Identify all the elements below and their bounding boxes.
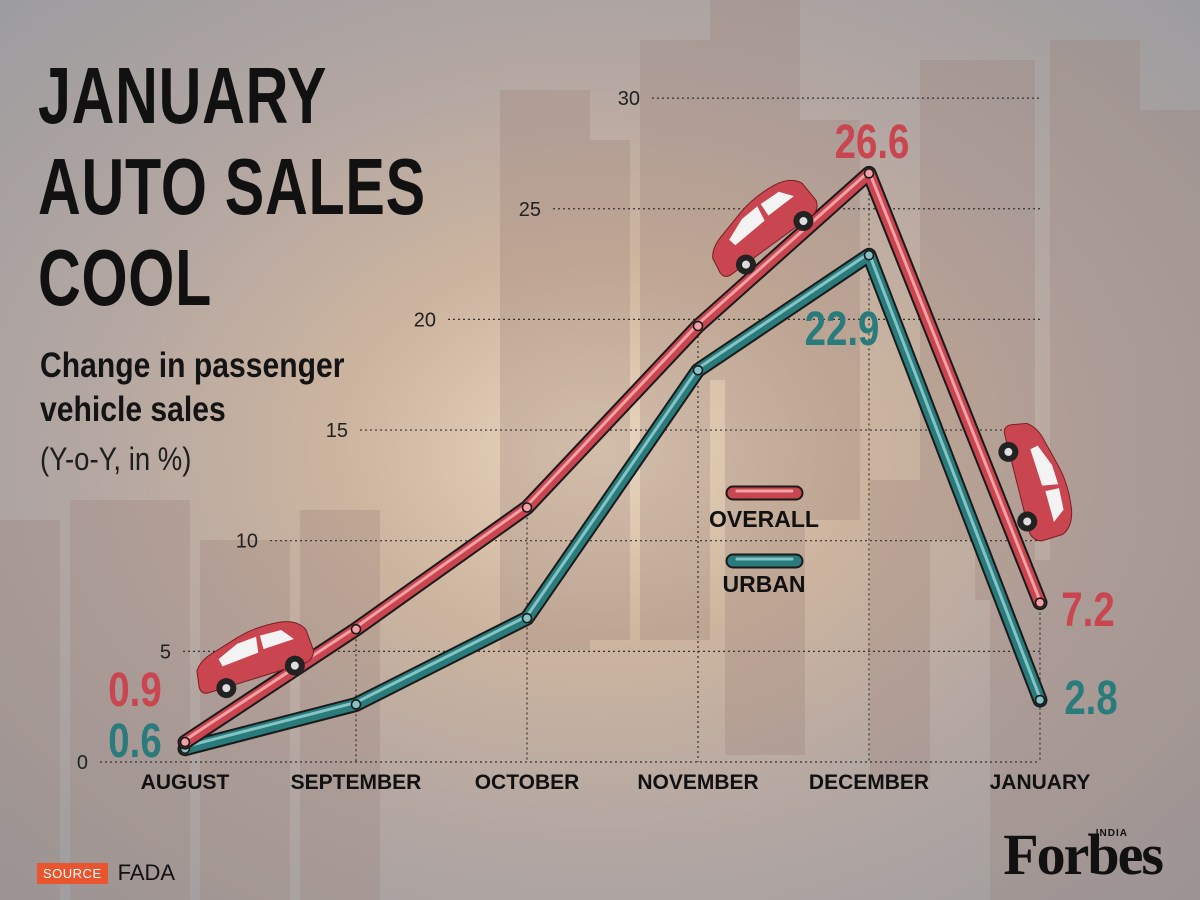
car-illustrations: [196, 179, 1073, 699]
data-point-urban: [350, 699, 362, 710]
y-tick-label: 10: [236, 531, 258, 553]
data-point-urban: [521, 612, 533, 624]
legend-label-overall: OVERALL: [709, 506, 819, 532]
series-highlight-urban: [183, 251, 1042, 749]
car-hub: [741, 260, 750, 269]
brand-edition: INDIA: [1095, 828, 1128, 839]
x-tick-label: OCTOBER: [475, 771, 580, 794]
car-hub: [290, 661, 299, 670]
legend-label-urban: URBAN: [722, 571, 805, 597]
car-window: [1030, 445, 1059, 486]
data-point-overall: [350, 623, 362, 635]
car-window: [729, 206, 765, 246]
y-axis-ticks: 0 5 10 15 20 25 30: [77, 88, 640, 774]
x-tick-label: AUGUST: [141, 771, 230, 794]
data-label-overall: 0.9: [108, 664, 161, 717]
legend: OVERALL URBAN: [709, 485, 819, 597]
car-body: [196, 621, 315, 694]
y-tick-label: 25: [519, 199, 541, 221]
car-hub: [222, 684, 231, 693]
x-tick-label: DECEMBER: [809, 771, 929, 794]
source-badge: SOURCE: [37, 862, 108, 884]
car-window: [760, 191, 794, 216]
car-window: [1045, 488, 1064, 522]
data-point-overall: [179, 736, 191, 748]
y-tick-label: 15: [326, 420, 348, 442]
data-point-urban: [1034, 694, 1046, 706]
data-point-overall: [521, 502, 533, 513]
x-tick-label: JANUARY: [990, 771, 1091, 794]
series-line-urban: [179, 249, 1046, 755]
data-point-overall: [863, 168, 875, 179]
car-hub: [799, 217, 808, 226]
source-name: FADA: [117, 860, 176, 885]
x-axis-ticks: AUGUST SEPTEMBER OCTOBER NOVEMBER DECEMBER JA…: [141, 771, 1091, 794]
brand-name: Forbes: [1003, 822, 1164, 887]
car-body: [712, 179, 818, 277]
car-icon-november: [712, 179, 818, 277]
car-hub: [1023, 517, 1032, 526]
data-point-overall: [692, 320, 704, 332]
car-icon-august: [196, 621, 315, 699]
data-point-overall: [1034, 597, 1046, 608]
y-tick-label: 20: [414, 309, 436, 331]
car-window: [218, 636, 259, 667]
car-icon-january: [998, 422, 1073, 542]
car-window: [259, 629, 294, 650]
brand-logo: INDIA Forbes: [1003, 826, 1164, 884]
data-label-overall: 7.2: [1061, 584, 1114, 637]
chart-subtitle: Change in passenger vehicle sales: [40, 346, 345, 429]
x-tick-label: NOVEMBER: [637, 771, 758, 794]
chart-title: JANUARY AUTO SALES COOL: [38, 51, 426, 322]
car-hub: [1004, 447, 1013, 456]
data-labels: 0.90.6 26.6 22.9 7.2 2.8: [108, 116, 1117, 768]
grid-lines: [100, 97, 1041, 763]
data-label-overall: 26.6: [835, 116, 910, 169]
chart-units: (Y-o-Y, in %): [40, 441, 192, 477]
data-label-urban: 0.6: [108, 715, 161, 768]
x-tick-label: SEPTEMBER: [291, 771, 422, 794]
source-note: SOURCE FADA: [37, 860, 175, 886]
data-label-urban: 2.8: [1064, 672, 1117, 725]
series-highlight-overall: [183, 169, 1042, 742]
y-tick-label: 0: [77, 752, 88, 774]
y-tick-label: 5: [160, 641, 171, 663]
data-point-urban: [692, 364, 704, 376]
y-tick-label: 30: [618, 88, 640, 110]
data-point-urban: [863, 249, 875, 261]
data-label-urban: 22.9: [805, 303, 880, 356]
series-lines: [177, 165, 1048, 757]
